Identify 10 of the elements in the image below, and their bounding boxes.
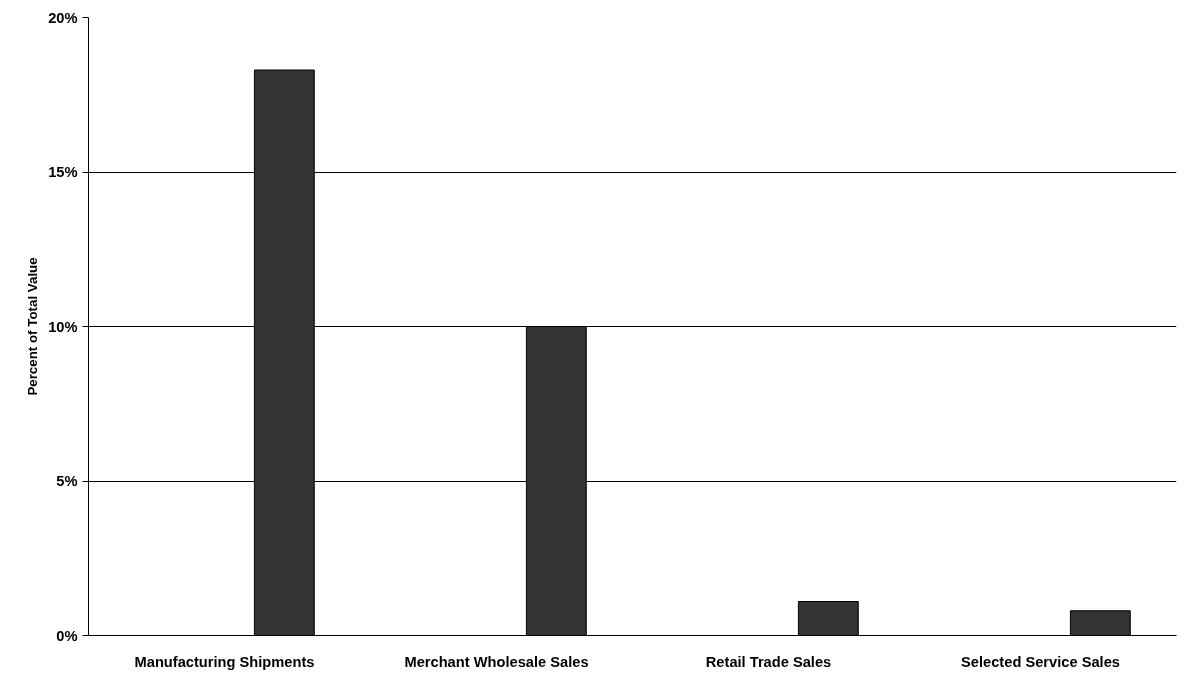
x-tick-label: Merchant Wholesale Sales [404, 653, 589, 670]
x-tick-label: Manufacturing Shipments [134, 653, 315, 670]
x-tick-label: Selected Service Sales [961, 653, 1120, 670]
y-axis-title: Percent of Total Value [25, 257, 41, 396]
y-tick-label: 5% [56, 473, 78, 489]
y-tick-label: 0% [56, 627, 78, 644]
x-tick-label: Retail Trade Sales [705, 653, 832, 670]
y-tick-label: 10% [48, 318, 78, 335]
y-tick-label: 15% [48, 164, 78, 180]
y-tick-label: 20% [48, 9, 78, 26]
